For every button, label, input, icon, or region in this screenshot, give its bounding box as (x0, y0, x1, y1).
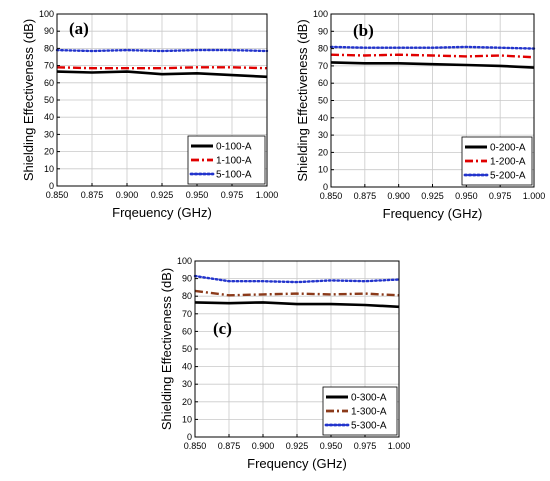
legend-label: 5-200-A (490, 171, 526, 182)
y-tick-label: 100 (313, 9, 328, 19)
panel-label: (c) (213, 319, 232, 338)
y-tick-label: 60 (318, 78, 328, 88)
y-tick-label: 20 (182, 397, 192, 407)
y-tick-label: 40 (44, 112, 54, 122)
legend-label: 1-300-A (351, 407, 387, 418)
legend-label: 5-100-A (216, 170, 252, 181)
x-tick-label: 1.000 (388, 441, 411, 451)
x-tick-label: 0.900 (387, 191, 410, 201)
y-tick-label: 50 (182, 344, 192, 354)
x-tick-label: 0.950 (320, 441, 343, 451)
x-tick-label: 0.850 (184, 441, 207, 451)
y-tick-label: 0 (187, 432, 192, 442)
series-line-5-200-A (329, 45, 536, 50)
y-axis-label: Shielding Effectiveness (dB) (159, 268, 174, 430)
series-line-1-200-A (330, 53, 535, 59)
legend-label: 1-100-A (216, 156, 252, 167)
series-line-5-100-A (55, 48, 269, 53)
y-tick-label: 90 (44, 26, 54, 36)
x-tick-label: 0.900 (116, 190, 139, 200)
legend-label: 5-300-A (351, 421, 387, 432)
y-tick-label: 70 (44, 61, 54, 71)
y-tick-label: 10 (318, 165, 328, 175)
y-tick-label: 30 (318, 130, 328, 140)
y-tick-label: 40 (318, 113, 328, 123)
legend: 0-200-A 1-200-A 5-200-A (461, 136, 533, 186)
legend-label: 1-200-A (490, 157, 526, 168)
chart-panel-3: 0.850 0.875 0.900 0.925 0.950 0.975 1.000 0 10 20… (159, 256, 410, 471)
x-tick-label: 0.925 (286, 441, 309, 451)
y-tick-label: 50 (318, 96, 328, 106)
legend-label: 0-200-A (490, 143, 526, 154)
y-tick-label: 30 (182, 379, 192, 389)
x-tick-label: 0.925 (421, 191, 444, 201)
legend-box (187, 135, 266, 185)
x-tick-label: 0.975 (489, 191, 512, 201)
x-tick-label: 0.875 (81, 190, 104, 200)
x-axis-label: Frequency (GHz) (383, 206, 483, 221)
legend: 0-300-A 1-300-A 5-300-A (322, 386, 398, 436)
y-tick-label: 60 (182, 326, 192, 336)
x-tick-label: 0.950 (455, 191, 478, 201)
y-tick-label: 100 (39, 9, 54, 19)
x-tick-label: 1.000 (256, 190, 279, 200)
legend-label: 0-100-A (216, 142, 252, 153)
x-tick-label: 0.850 (320, 191, 343, 201)
x-tick-label: 0.975 (221, 190, 244, 200)
series-line-1-300-A (194, 289, 400, 297)
y-tick-label: 20 (318, 147, 328, 157)
y-tick-label: 10 (182, 414, 192, 424)
x-tick-label: 0.850 (46, 190, 69, 200)
x-tick-label: 1.000 (523, 191, 546, 201)
y-tick-label: 80 (182, 291, 192, 301)
y-tick-label: 0 (323, 182, 328, 192)
series-line-5-300-A (193, 274, 401, 284)
y-axis-label: Shielding Effectiveness (dB) (295, 19, 310, 181)
y-tick-label: 50 (44, 95, 54, 105)
y-tick-label: 90 (182, 274, 192, 284)
y-axis-label: Shielding Effectiveness (dB) (21, 19, 36, 181)
y-tick-label: 80 (44, 43, 54, 53)
series-line-0-200-A (330, 61, 535, 69)
y-tick-label: 90 (318, 26, 328, 36)
panel-label: (a) (69, 19, 89, 38)
y-tick-label: 70 (182, 309, 192, 319)
x-tick-label: 0.975 (354, 441, 377, 451)
legend-label: 0-300-A (351, 393, 387, 404)
legend-box (461, 136, 533, 186)
legend-box (322, 386, 398, 436)
x-tick-label: 0.950 (186, 190, 209, 200)
y-tick-label: 20 (44, 147, 54, 157)
x-tick-label: 0.900 (252, 441, 275, 451)
chart-panel-2: 0.850 0.875 0.900 0.925 0.950 0.975 1.000 0 10 20… (295, 9, 545, 221)
y-tick-label: 30 (44, 129, 54, 139)
x-axis-label: Frqeuency (GHz) (112, 205, 212, 220)
x-tick-label: 0.925 (151, 190, 174, 200)
series-line-1-100-A (56, 66, 268, 70)
chart-panel-1: 0.850 0.875 0.900 0.925 0.950 0.975 1.000 0 10 20… (21, 9, 278, 220)
panel-label: (b) (353, 21, 374, 40)
x-tick-label: 0.875 (218, 441, 241, 451)
legend: 0-100-A 1-100-A 5-100-A (187, 135, 266, 185)
y-tick-label: 100 (177, 256, 192, 266)
y-tick-label: 0 (49, 181, 54, 191)
y-tick-label: 60 (44, 78, 54, 88)
y-tick-label: 10 (44, 164, 54, 174)
x-axis-label: Frequency (GHz) (247, 456, 347, 471)
y-tick-label: 70 (318, 61, 328, 71)
x-tick-label: 0.875 (354, 191, 377, 201)
y-tick-label: 80 (318, 44, 328, 54)
y-tick-label: 40 (182, 362, 192, 372)
